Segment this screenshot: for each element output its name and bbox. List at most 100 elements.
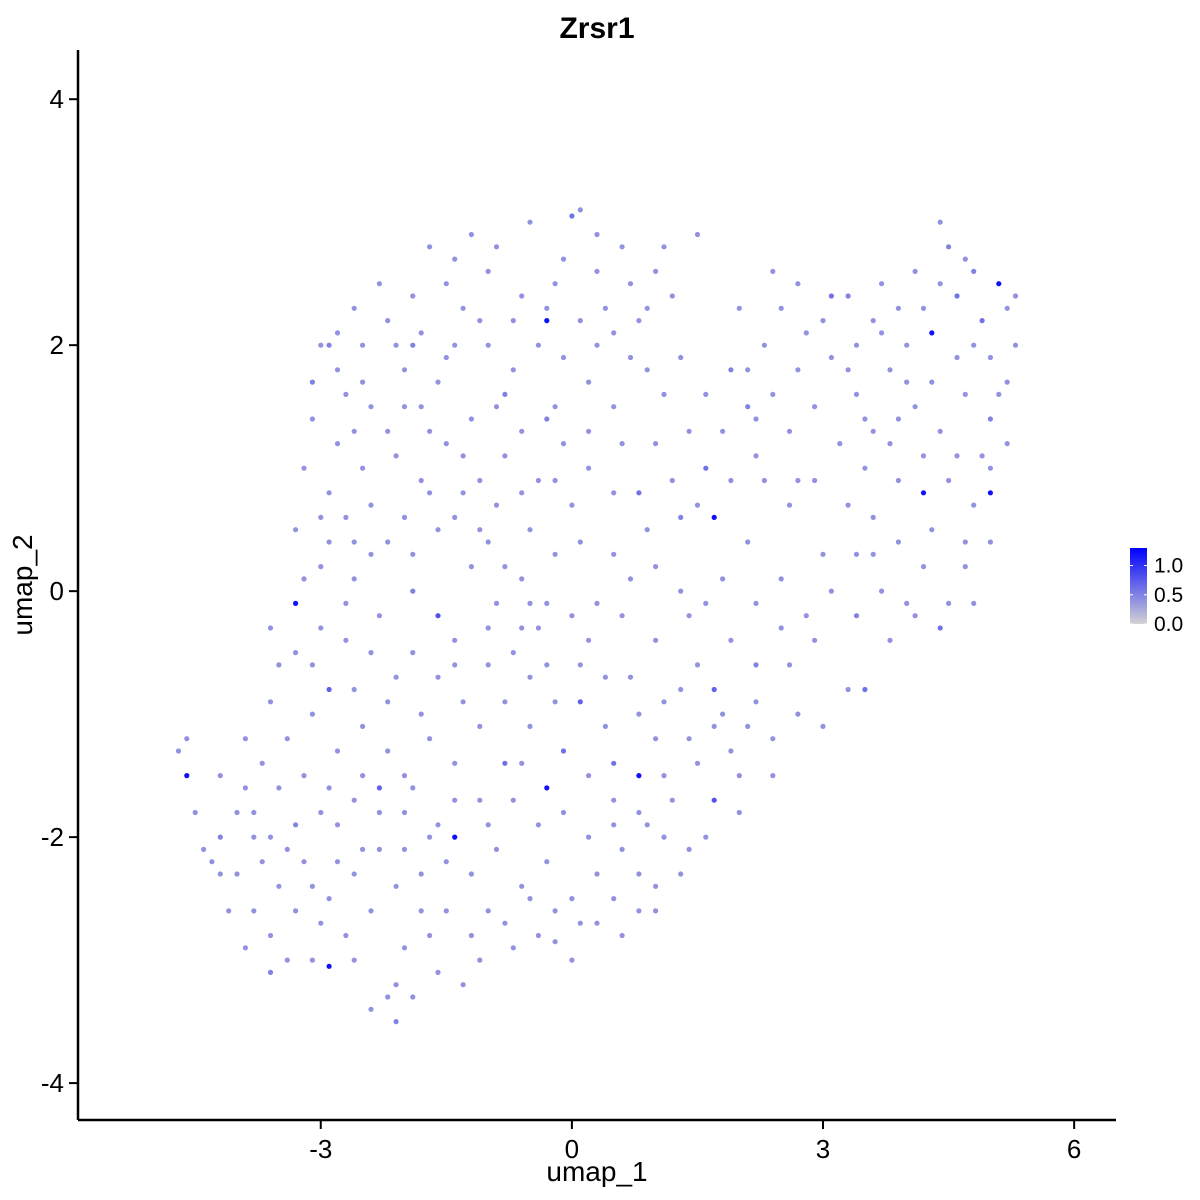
cell-point	[929, 527, 935, 533]
cell-point	[987, 416, 994, 422]
cell-point	[560, 441, 567, 447]
cell-point	[460, 490, 466, 496]
cell-point	[853, 342, 860, 348]
cell-point	[778, 576, 784, 582]
cell-point	[560, 748, 567, 754]
cell-point	[611, 404, 617, 410]
x-tick-label: -3	[309, 1134, 332, 1164]
cell-point	[552, 551, 558, 557]
cell-point	[259, 859, 265, 865]
cell-point	[586, 428, 592, 434]
cell-point	[201, 846, 207, 853]
cell-point	[485, 822, 491, 828]
cell-point	[217, 773, 223, 779]
cell-point	[720, 711, 726, 717]
cell-point	[343, 600, 349, 607]
cell-point	[669, 293, 675, 299]
cell-point	[435, 674, 441, 680]
cell-point	[234, 809, 240, 816]
colorbar-tick-label: 0.5	[1154, 584, 1183, 607]
cell-point	[527, 723, 533, 730]
cell-point	[569, 957, 575, 963]
cell-point	[376, 809, 382, 816]
cell-point	[569, 213, 575, 219]
cell-point	[845, 367, 851, 373]
cell-point	[351, 871, 357, 877]
cell-point	[535, 477, 542, 484]
cell-point	[334, 441, 341, 447]
cell-point	[452, 514, 458, 521]
cell-point	[786, 428, 793, 434]
cell-point	[309, 379, 315, 385]
cell-point	[552, 477, 558, 484]
cell-point	[820, 723, 826, 730]
cell-point	[376, 785, 382, 791]
cell-point	[879, 330, 885, 336]
cell-point	[611, 822, 617, 828]
cell-point	[410, 994, 416, 1000]
cell-point	[385, 994, 391, 1000]
cell-point	[318, 809, 324, 816]
cell-point	[669, 797, 675, 803]
cell-point	[351, 428, 357, 434]
cell-point	[962, 539, 968, 545]
cell-point	[987, 465, 994, 471]
cell-point	[493, 600, 500, 607]
cell-point	[527, 527, 533, 533]
cell-point	[410, 551, 416, 557]
cell-point	[644, 367, 650, 373]
cell-point	[1004, 305, 1010, 311]
cell-point	[862, 686, 868, 693]
cell-point	[535, 932, 542, 939]
cell-point	[728, 637, 734, 643]
cell-point	[971, 342, 977, 348]
cell-point	[242, 785, 248, 791]
cell-point	[937, 625, 943, 631]
cell-point	[418, 330, 424, 336]
cell-point	[636, 318, 642, 324]
cell-point	[694, 760, 701, 766]
cell-point	[502, 453, 508, 459]
cell-point	[293, 908, 299, 914]
cell-point	[853, 391, 860, 397]
cell-point	[803, 330, 809, 336]
cell-point	[184, 736, 190, 742]
cell-point	[636, 908, 642, 914]
cell-point	[318, 625, 324, 631]
x-axis-ticks: -3 0 3 6	[309, 1120, 1081, 1164]
cell-point	[611, 330, 617, 336]
cell-point	[552, 281, 558, 287]
cell-point	[912, 613, 918, 619]
cell-point	[452, 797, 458, 803]
cell-point	[410, 588, 416, 594]
cell-point	[694, 231, 701, 238]
cell-point	[544, 785, 550, 791]
cell-point	[485, 342, 491, 348]
cell-point	[653, 883, 659, 889]
cell-point	[619, 244, 625, 250]
cell-point	[795, 477, 801, 484]
cell-point	[477, 797, 483, 803]
cell-point	[745, 539, 751, 545]
cell-point	[485, 908, 491, 914]
cell-point	[418, 477, 424, 484]
cell-point	[577, 207, 583, 213]
cell-point	[979, 453, 985, 459]
cell-point	[937, 219, 943, 225]
cell-point	[686, 428, 692, 434]
cell-point	[267, 625, 274, 631]
cell-point	[711, 723, 717, 730]
cell-point	[343, 391, 349, 397]
cell-point	[368, 1006, 374, 1012]
cell-point	[661, 773, 667, 779]
cell-point	[343, 932, 349, 939]
cell-point	[385, 539, 391, 545]
cell-point	[778, 625, 784, 631]
cell-point	[678, 871, 684, 877]
cell-point	[753, 416, 759, 422]
cell-point	[360, 379, 366, 385]
cell-point	[560, 809, 567, 816]
cell-point	[619, 441, 625, 447]
cell-point	[653, 637, 659, 643]
cell-point	[435, 379, 441, 385]
